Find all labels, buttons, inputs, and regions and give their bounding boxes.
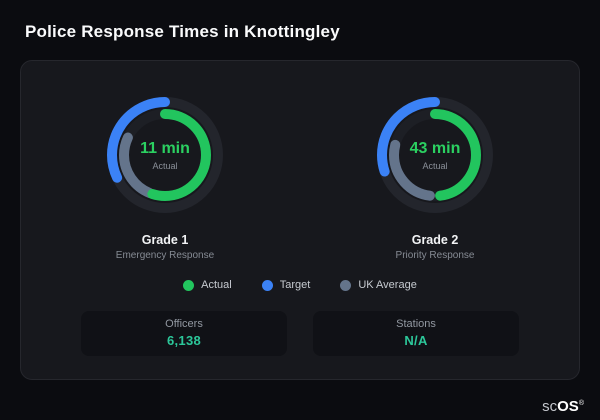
stat-label: Stations xyxy=(396,318,436,330)
gauge-grade-2: 43 min Actual Grade 2 Priority Response xyxy=(350,85,520,261)
gauge-value: 11 min xyxy=(140,139,190,157)
legend-dot-target xyxy=(261,279,273,291)
gauge-svg xyxy=(107,97,223,213)
gauge-grade-1: 11 min Actual Grade 1 Emergency Response xyxy=(80,85,250,261)
registered-mark: ® xyxy=(578,400,584,407)
legend-label: UK Average xyxy=(358,279,417,291)
response-times-card: 11 min Actual Grade 1 Emergency Response… xyxy=(20,60,580,380)
gauge-subtitle: Priority Response xyxy=(395,250,475,261)
gauge-title: Grade 2 xyxy=(411,233,459,247)
legend: Actual Target UK Average xyxy=(21,279,579,291)
legend-item-target[interactable]: Target xyxy=(261,279,311,291)
legend-label: Target xyxy=(279,279,311,291)
gauge-value: 43 min xyxy=(409,139,461,157)
gauge-chart-grade-1: 11 min Actual xyxy=(95,85,235,225)
legend-dot-actual xyxy=(183,279,195,291)
legend-dot-uk-average xyxy=(340,279,352,291)
gauge-center: 43 min Actual xyxy=(365,85,505,225)
gauge-center: 11 min Actual xyxy=(95,85,235,225)
gauge-value-label: Actual xyxy=(422,160,448,171)
gauge-value-label: Actual xyxy=(152,160,178,171)
logo-prefix: sc xyxy=(542,398,558,415)
page-title: Police Response Times in Knottingley xyxy=(25,22,340,41)
legend-label: Actual xyxy=(201,279,232,291)
gauge-title: Grade 1 xyxy=(141,233,189,247)
logo-suffix: OS xyxy=(557,398,579,415)
stats-row: Officers 6,138 Stations N/A xyxy=(81,311,519,356)
stat-value: N/A xyxy=(404,333,428,348)
legend-item-actual[interactable]: Actual xyxy=(183,279,232,291)
stat-officers: Officers 6,138 xyxy=(81,311,287,356)
scos-logo: scOS® xyxy=(542,398,584,415)
gauge-subtitle: Emergency Response xyxy=(115,250,215,261)
gauge-svg xyxy=(377,97,493,213)
stat-stations: Stations N/A xyxy=(313,311,519,356)
gauges-row: 11 min Actual Grade 1 Emergency Response… xyxy=(21,85,579,261)
stat-value: 6,138 xyxy=(166,333,202,348)
gauge-chart-grade-2: 43 min Actual xyxy=(365,85,505,225)
legend-item-uk-average[interactable]: UK Average xyxy=(340,279,417,291)
stat-label: Officers xyxy=(165,318,203,330)
